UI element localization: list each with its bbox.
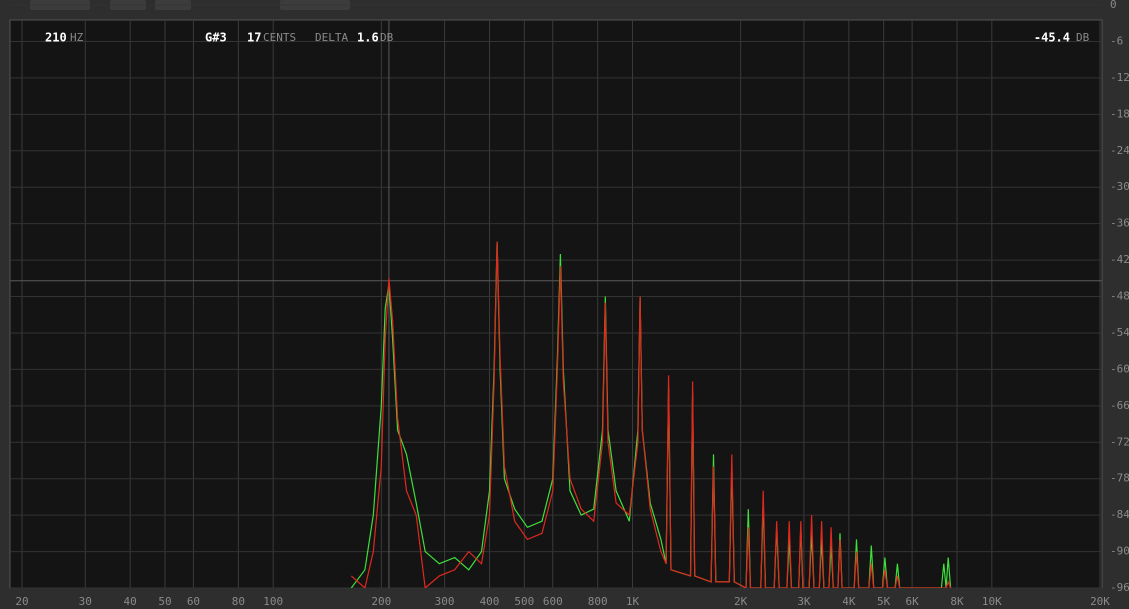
traces: [350, 241, 952, 588]
freq: 210: [45, 31, 67, 45]
x-tick-label: 800: [588, 595, 608, 608]
x-tick-label: 40: [124, 595, 137, 608]
x-tick-label: 20K: [1090, 595, 1110, 608]
y-tick-label: -60: [1110, 362, 1129, 375]
x-tick-label: 4K: [842, 595, 856, 608]
x-tick-label: 200: [371, 595, 391, 608]
x-tick-label: 5K: [877, 595, 891, 608]
plot-area: [9, 19, 1103, 589]
x-tick-label: 500: [514, 595, 534, 608]
delta-unit: DB: [380, 31, 394, 44]
x-tick-label: 3K: [797, 595, 811, 608]
y-tick-label: -72: [1110, 435, 1129, 448]
y-tick-label: 0: [1110, 0, 1117, 11]
freq-unit: HZ: [70, 31, 84, 44]
y-tick-label: -66: [1110, 399, 1129, 412]
x-tick-label: 2K: [734, 595, 748, 608]
spectrum-trace: [350, 241, 952, 588]
y-tick-label: -36: [1110, 217, 1129, 230]
y-tick-label: -24: [1110, 144, 1129, 157]
x-tick-label: 400: [480, 595, 500, 608]
x-tick-label: 300: [435, 595, 455, 608]
level-unit: DB: [1076, 31, 1090, 44]
x-tick-label: 10K: [982, 595, 1002, 608]
x-tick-label: 20: [15, 595, 28, 608]
y-tick-label: -54: [1110, 326, 1129, 339]
cents: 17: [247, 31, 261, 45]
y-tick-label: -6: [1110, 34, 1123, 47]
x-tick-label: 8K: [950, 595, 964, 608]
y-tick-label: -48: [1110, 290, 1129, 303]
x-tick-label: 100: [263, 595, 283, 608]
x-tick-label: 60: [187, 595, 200, 608]
x-tick-label: 1K: [626, 595, 640, 608]
note: G#3: [205, 31, 227, 45]
y-tick-label: -78: [1110, 472, 1129, 485]
x-tick-label: 6K: [905, 595, 919, 608]
delta-label: DELTA: [315, 31, 348, 44]
x-tick-label: 600: [543, 595, 563, 608]
cents-unit: CENTS: [263, 31, 296, 44]
y-tick-label: -90: [1110, 545, 1129, 558]
readout: 210 HZ G#3 17 CENTS DELTA 1.6 DB -45.4 D…: [45, 31, 1090, 45]
y-tick-label: -30: [1110, 180, 1129, 193]
grid: [10, 4, 1102, 589]
x-tick-label: 80: [232, 595, 245, 608]
y-tick-label: -42: [1110, 253, 1129, 266]
y-tick-label: -18: [1110, 107, 1129, 120]
y-tick-label: -12: [1110, 71, 1129, 84]
y-tick-label: -84: [1110, 508, 1129, 521]
y-tick-label: -96: [1110, 581, 1129, 594]
delta: 1.6: [357, 31, 379, 45]
x-tick-label: 50: [158, 595, 171, 608]
level: -45.4: [1034, 31, 1070, 45]
x-tick-label: 30: [79, 595, 92, 608]
